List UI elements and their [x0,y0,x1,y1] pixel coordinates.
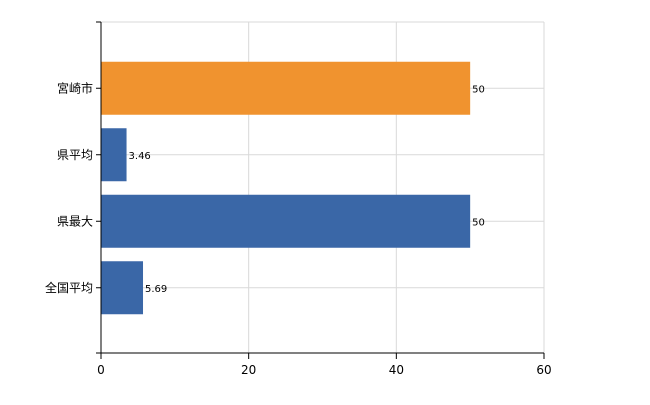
bar-1 [101,61,471,115]
category-label: 県平均 [57,148,93,162]
bars [101,61,471,315]
data-label: 50 [472,217,485,228]
bar-3 [101,194,471,248]
x-tick-label: 40 [389,363,404,377]
category-label: 宮崎市 [57,80,93,95]
category-label: 全国平均 [45,280,93,295]
data-label: 5.69 [145,284,167,295]
data-label: 50 [472,84,485,95]
x-tick-label: 0 [97,363,105,377]
x-tick-label: 20 [241,363,256,377]
data-label: 3.46 [129,151,151,162]
bar-2 [101,128,127,182]
labels: 50 宮崎市 3.46 県平均 50 県最大 5.69 全国平均 0 20 40 60 [45,80,552,377]
category-label: 県最大 [57,214,93,228]
x-tick-label: 60 [536,363,551,377]
axes [96,21,545,359]
bar-4 [101,261,144,315]
